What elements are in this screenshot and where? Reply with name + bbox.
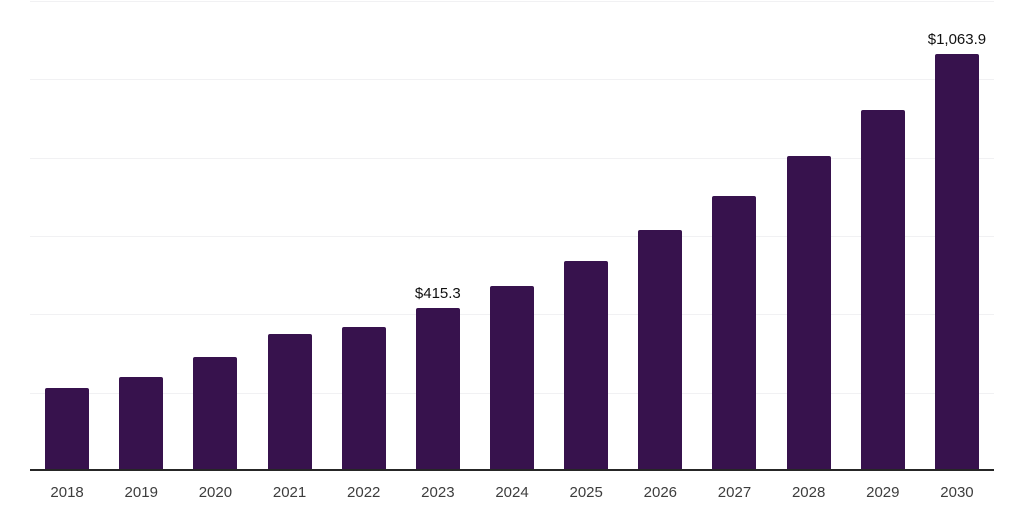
plot-area: $415.3 $1,063.9 <box>30 1 994 471</box>
data-label-2030: $1,063.9 <box>927 31 987 49</box>
bar-2029 <box>860 110 905 471</box>
x-tick-label-2030: 2030 <box>940 484 974 501</box>
x-tick-label-2022: 2022 <box>347 484 381 501</box>
bar-2024 <box>490 286 534 471</box>
bar-2027 <box>712 196 757 471</box>
bar-2022 <box>341 326 386 471</box>
bar-2028 <box>786 156 831 471</box>
bar-2021 <box>267 333 312 471</box>
bar-2018 <box>45 388 90 471</box>
x-tick-label-2026: 2026 <box>643 484 678 501</box>
bar-2030 <box>934 54 979 471</box>
bar-2019 <box>119 376 164 471</box>
x-tick-label-2029: 2029 <box>866 484 900 501</box>
x-tick-label-2025: 2025 <box>569 484 603 501</box>
bar-2023 <box>415 308 460 471</box>
x-tick-label-2028: 2028 <box>791 484 826 501</box>
x-tick-label-2023: 2023 <box>421 484 455 501</box>
gridline-1200 <box>30 1 994 2</box>
x-tick-label-2024: 2024 <box>495 484 529 501</box>
gridline-600 <box>30 236 994 237</box>
x-tick-label-2021: 2021 <box>272 484 307 501</box>
bar-2020 <box>193 356 238 471</box>
bar-2025 <box>564 260 609 471</box>
x-tick-label-2020: 2020 <box>198 484 233 501</box>
x-axis-line <box>30 469 994 471</box>
gridline-1000 <box>30 79 994 81</box>
x-tick-label-2019: 2019 <box>124 484 158 501</box>
x-axis-labels: 2018 2019 2020 2021 2022 2023 2024 2025 2026 2027… <box>30 484 994 502</box>
x-tick-label-2027: 2027 <box>717 484 752 501</box>
x-tick-label-2018: 2018 <box>50 484 84 501</box>
bar-2026 <box>638 230 683 471</box>
data-label-2023: $415.3 <box>414 285 461 303</box>
gridline-800 <box>30 157 994 159</box>
